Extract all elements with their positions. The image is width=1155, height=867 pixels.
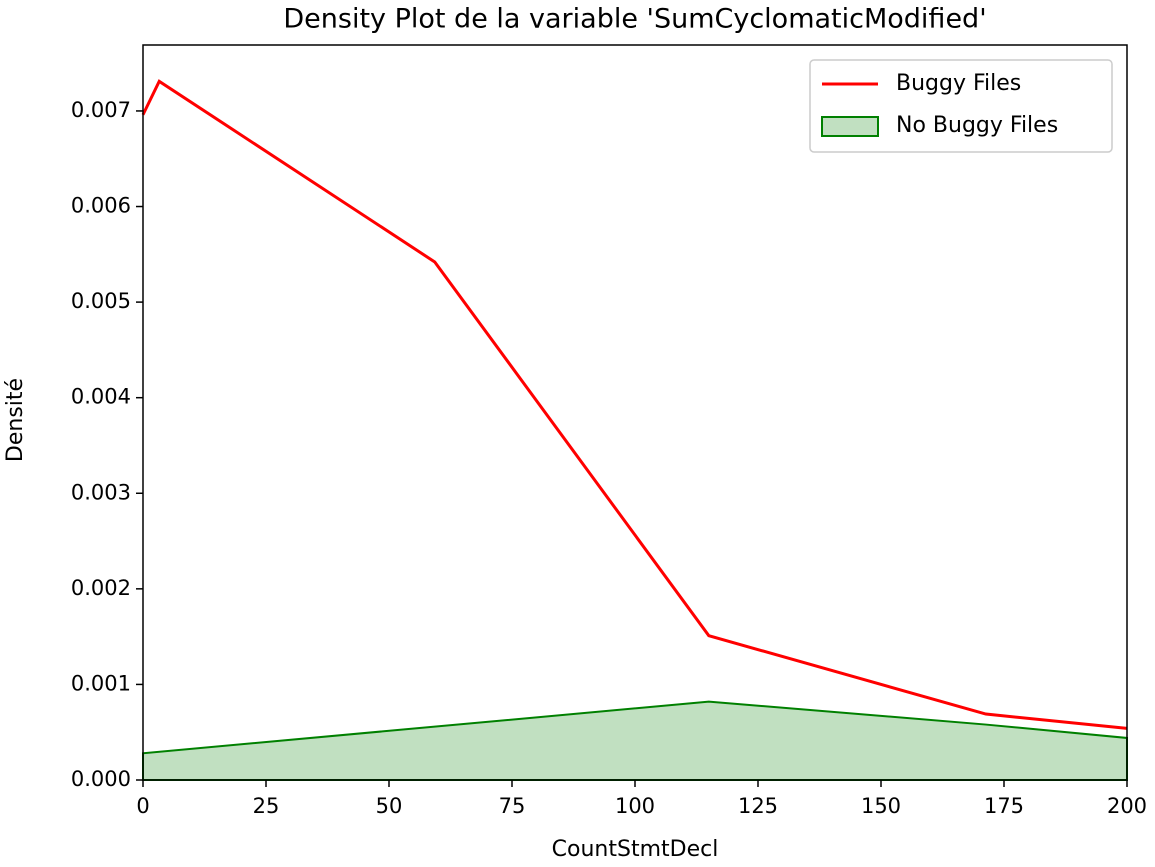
y-tick-label: 0.001 [71, 671, 131, 695]
y-tick-label: 0.006 [71, 194, 131, 218]
y-axis-label: Densité [3, 378, 28, 462]
x-tick-label: 0 [136, 794, 149, 818]
chart-title: Density Plot de la variable 'SumCyclomat… [283, 4, 986, 35]
y-tick-label: 0.004 [71, 385, 131, 409]
x-tick-label: 175 [984, 794, 1024, 818]
legend-label: No Buggy Files [896, 113, 1058, 138]
legend-swatch [821, 116, 879, 137]
x-tick-label: 100 [615, 794, 655, 818]
legend-label: Buggy Files [896, 71, 1021, 96]
x-tick-label: 200 [1107, 794, 1147, 818]
legend-box [809, 59, 1113, 153]
y-tick-label: 0.003 [71, 480, 131, 504]
density-line [141, 79, 1128, 730]
x-tick-label: 50 [376, 794, 403, 818]
y-tick-label: 0.002 [71, 576, 131, 600]
y-tick-label: 0.007 [71, 98, 131, 122]
y-tick-label: 0.000 [71, 767, 131, 791]
plot-frame [142, 44, 1128, 781]
x-tick-label: 150 [861, 794, 901, 818]
x-tick-label: 25 [253, 794, 280, 818]
y-tick-label: 0.005 [71, 289, 131, 313]
x-tick-label: 75 [499, 794, 526, 818]
x-axis-label: CountStmtDecl [552, 837, 719, 862]
x-tick-label: 125 [738, 794, 778, 818]
